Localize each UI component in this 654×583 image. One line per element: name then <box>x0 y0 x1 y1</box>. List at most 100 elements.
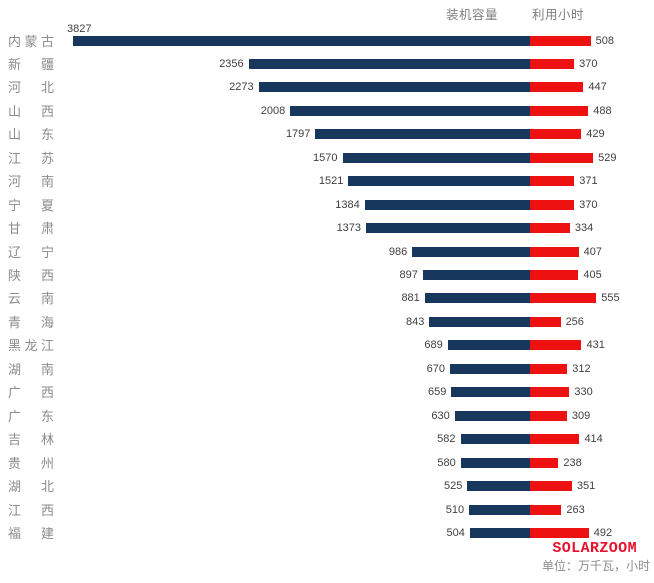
hours-value-label: 529 <box>598 151 617 164</box>
capacity-value-label: 689 <box>424 339 443 352</box>
capacity-bar <box>454 410 530 421</box>
hours-value-label: 370 <box>579 198 598 211</box>
hours-bar <box>530 270 579 280</box>
hours-value-label: 508 <box>595 34 615 47</box>
capacity-bar <box>460 434 530 445</box>
hours-value-label: 555 <box>601 292 620 305</box>
hours-value-label: 371 <box>579 175 598 188</box>
capacity-bar <box>342 152 530 163</box>
capacity-bar <box>248 58 530 69</box>
province-label: 陕西 <box>8 268 54 283</box>
hours-bar <box>530 246 579 257</box>
hours-value-label: 407 <box>583 245 602 258</box>
capacity-value-label: 582 <box>437 433 456 446</box>
capacity-bar <box>412 246 530 257</box>
province-label: 福建 <box>8 525 54 541</box>
hours-bar <box>530 82 584 93</box>
capacity-value-label: 580 <box>437 456 456 469</box>
province-label: 广西 <box>8 385 54 401</box>
province-label: 湖南 <box>8 361 54 377</box>
hours-value-label: 492 <box>593 526 613 539</box>
capacity-value-label: 2008 <box>260 104 286 117</box>
hours-bar <box>530 434 580 445</box>
province-label: 吉林 <box>8 432 54 448</box>
capacity-value-label: 843 <box>405 315 425 328</box>
hours-bar <box>530 481 572 492</box>
capacity-value-label: 897 <box>399 269 418 281</box>
province-label: 湖北 <box>8 479 54 495</box>
hours-bar <box>530 316 561 327</box>
capacity-value-label: 881 <box>401 292 420 305</box>
hours-bar <box>530 410 567 421</box>
hours-value-label: 414 <box>584 433 603 446</box>
province-label: 甘肃 <box>8 221 54 237</box>
capacity-bar <box>467 481 530 492</box>
province-label: 青海 <box>8 314 54 330</box>
capacity-value-label: 670 <box>426 362 445 375</box>
capacity-bar <box>290 105 530 116</box>
province-label: 广东 <box>8 408 54 424</box>
hours-bar <box>530 176 575 187</box>
hours-value-label: 488 <box>593 104 612 117</box>
hours-bar <box>530 504 562 515</box>
capacity-bar <box>364 199 530 210</box>
hours-bar <box>530 152 594 163</box>
province-label: 宁夏 <box>8 197 54 213</box>
capacity-value-label: 510 <box>445 503 465 516</box>
province-label: 山西 <box>8 103 54 119</box>
capacity-bar <box>460 457 530 468</box>
capacity-value-label: 1797 <box>285 128 311 141</box>
hours-value-label: 238 <box>563 456 582 469</box>
hours-bar <box>530 223 570 234</box>
capacity-bar <box>315 129 530 140</box>
province-label: 江西 <box>8 502 54 518</box>
hours-value-label: 431 <box>586 339 605 352</box>
hours-value-label: 429 <box>586 128 605 141</box>
hours-bar <box>530 340 582 351</box>
hours-bar <box>530 105 589 116</box>
hours-value-label: 351 <box>576 480 596 493</box>
hours-value-label: 330 <box>574 386 593 399</box>
hours-bar <box>530 35 591 46</box>
capacity-value-label: 1570 <box>313 151 338 164</box>
legend-hours-label: 利用小时 <box>532 8 585 22</box>
capacity-value-label: 504 <box>446 526 465 539</box>
capacity-bar <box>429 316 530 327</box>
capacity-value-label: 2356 <box>219 57 244 70</box>
hours-bar <box>530 58 575 69</box>
capacity-value-label: 525 <box>443 480 463 493</box>
solarzoom-logo: SOLARZOOM <box>552 540 637 557</box>
capacity-bar <box>422 270 530 280</box>
capacity-value-label: 1373 <box>336 222 362 235</box>
hours-value-label: 370 <box>579 57 598 70</box>
province-label: 内蒙古 <box>8 33 54 49</box>
capacity-value-label: 630 <box>431 409 450 422</box>
capacity-bar <box>366 223 530 234</box>
hours-value-label: 405 <box>583 269 602 281</box>
capacity-bar <box>469 527 530 538</box>
capacity-bar <box>451 387 530 398</box>
hours-value-label: 312 <box>572 362 591 375</box>
hours-bar <box>530 457 559 468</box>
hours-bar <box>530 363 568 374</box>
province-label: 黑龙江 <box>8 338 54 354</box>
unit-note: 单位：万千瓦，小时 <box>541 559 650 573</box>
hours-bar <box>530 129 582 140</box>
capacity-value-label: 986 <box>388 245 408 258</box>
capacity-value-label: 2273 <box>229 81 254 94</box>
hours-value-label: 309 <box>571 409 591 422</box>
province-label: 河南 <box>8 174 54 190</box>
capacity-bar <box>258 82 530 93</box>
capacity-bar <box>73 35 530 46</box>
capacity-bar <box>469 504 530 515</box>
capacity-bar <box>348 176 530 187</box>
province-label: 贵州 <box>8 455 54 471</box>
hours-bar <box>530 293 597 304</box>
capacity-value-label: 659 <box>427 386 447 399</box>
province-label: 新疆 <box>8 56 54 72</box>
hours-value-label: 334 <box>574 222 594 235</box>
province-label: 山东 <box>8 127 54 143</box>
province-label: 江苏 <box>8 150 54 166</box>
hours-value-label: 263 <box>566 503 585 516</box>
